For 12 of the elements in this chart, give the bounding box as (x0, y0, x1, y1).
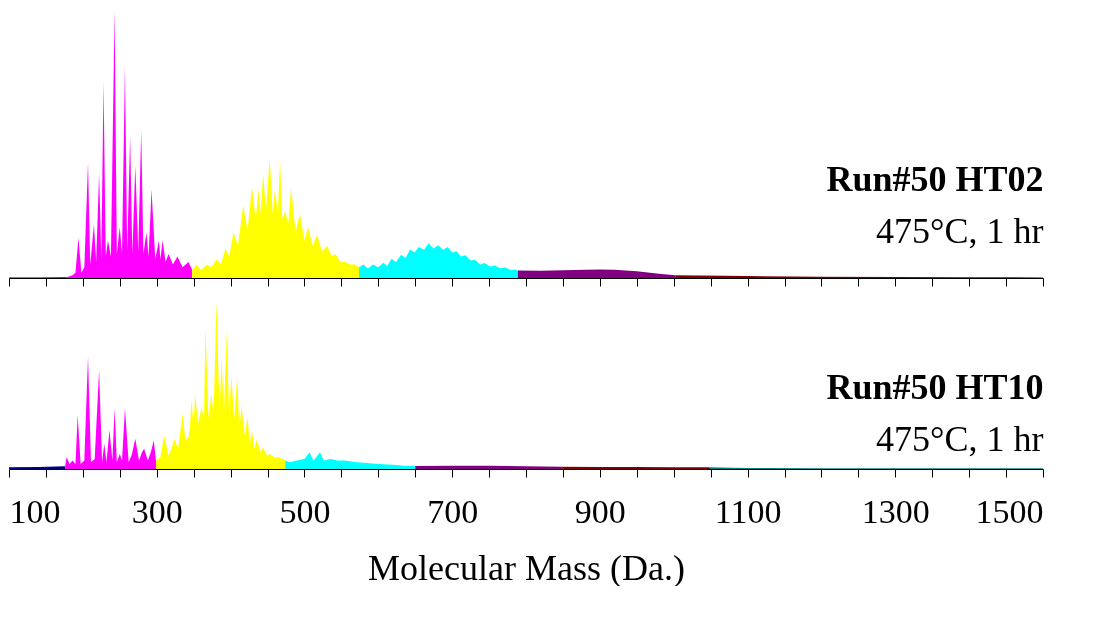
x-tick-label: 1300 (861, 492, 930, 530)
text: 475°C, 1 hr (876, 419, 1044, 459)
x-tick-label: 700 (427, 492, 479, 530)
text: Run#50 HT10 (826, 367, 1044, 407)
x-tick-label: 100 (9, 492, 61, 530)
x-tick-label: 500 (279, 492, 331, 530)
x-tick-label: 1500 (975, 492, 1044, 530)
x-tick-label: 1100 (714, 492, 782, 530)
x-tick-label: 300 (131, 492, 183, 530)
text: Run#50 HT02 (826, 159, 1044, 199)
x-tick-label: 900 (574, 492, 626, 530)
text: 475°C, 1 hr (876, 211, 1044, 251)
